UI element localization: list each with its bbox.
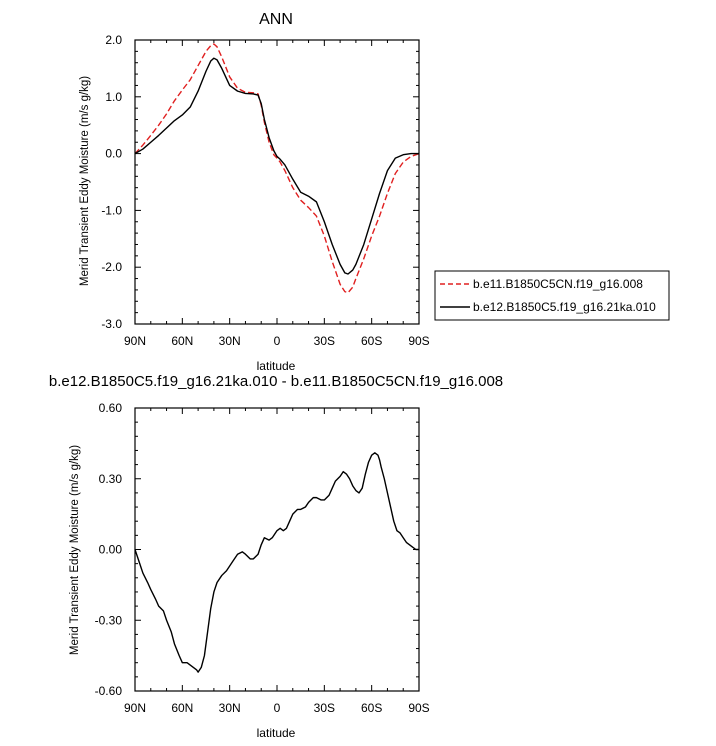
- bottom-x-tick-label: 60N: [171, 701, 193, 715]
- bottom-chart-title: b.e12.B1850C5.f19_g16.21ka.010 - b.e11.B…: [49, 373, 503, 390]
- bottom-y-tick-label: -0.30: [95, 613, 123, 627]
- bottom-series-lines: [134, 452, 419, 673]
- bottom-y-tick-label: 0.00: [99, 543, 123, 557]
- top-plot-frame: [134, 39, 420, 325]
- bottom-x-tick-label: 60S: [361, 701, 382, 715]
- top-y-tick-label: 2.0: [105, 33, 122, 47]
- top-y-tick-label: -2.0: [101, 260, 122, 274]
- top-chart-title: ANN: [259, 11, 293, 28]
- legend: b.e11.B1850C5CN.f19_g16.008 b.e12.B1850C…: [434, 270, 670, 321]
- top-x-tick-label: 60N: [171, 334, 193, 348]
- top-series-line-1: [134, 43, 420, 294]
- top-panel: ANN Merid Transient Eddy Moisture (m/s g…: [79, 11, 670, 373]
- bottom-plot-frame: [134, 407, 420, 692]
- top-y-axis-label: Merid Transient Eddy Moisture (m/s g/kg): [79, 76, 91, 286]
- top-x-tick-label: 30N: [219, 334, 241, 348]
- bottom-y-axis-label: Merid Transient Eddy Moisture (m/s g/kg): [69, 445, 81, 655]
- top-axis-ticks: 90N 60N 30N 0 30S 60S 90S 2.0 1.0 0.0 -1.0 -2.0 -3.0: [101, 33, 429, 348]
- bottom-x-tick-label: 90N: [124, 701, 146, 715]
- bottom-x-tick-label: 0: [274, 701, 281, 715]
- top-x-tick-label: 60S: [361, 334, 382, 348]
- top-y-tick-label: 1.0: [105, 90, 122, 104]
- bottom-y-tick-label: -0.60: [95, 684, 123, 698]
- bottom-x-axis-label: latitude: [257, 726, 296, 740]
- bottom-y-tick-label: 0.60: [99, 401, 123, 415]
- bottom-x-tick-label: 30S: [314, 701, 335, 715]
- bottom-series-line-1: [134, 452, 419, 673]
- top-x-axis-label: latitude: [257, 359, 296, 373]
- bottom-axis-ticks: 90N 60N 30N 0 30S 60S 90S 0.60 0.30 0.00 -0.30 -0.6…: [95, 401, 430, 715]
- bottom-x-tick-label: 30N: [219, 701, 241, 715]
- top-x-tick-label: 0: [274, 334, 281, 348]
- legend-label-series-1: b.e11.B1850C5CN.f19_g16.008: [473, 277, 643, 291]
- top-series-line-2: [134, 57, 419, 275]
- top-series-lines: [134, 43, 420, 294]
- top-y-tick-label: 0.0: [105, 147, 122, 161]
- top-x-tick-label: 90S: [408, 334, 429, 348]
- top-x-tick-label: 90N: [124, 334, 146, 348]
- top-y-tick-label: -3.0: [101, 317, 122, 331]
- legend-label-series-2: b.e12.B1850C5.f19_g16.21ka.010: [473, 300, 656, 314]
- bottom-x-tick-label: 90S: [408, 701, 429, 715]
- top-x-tick-label: 30S: [314, 334, 335, 348]
- legend-box: [434, 270, 670, 321]
- bottom-panel: b.e12.B1850C5.f19_g16.21ka.010 - b.e11.B…: [49, 373, 503, 740]
- top-y-tick-label: -1.0: [101, 203, 122, 217]
- bottom-y-tick-label: 0.30: [99, 472, 123, 486]
